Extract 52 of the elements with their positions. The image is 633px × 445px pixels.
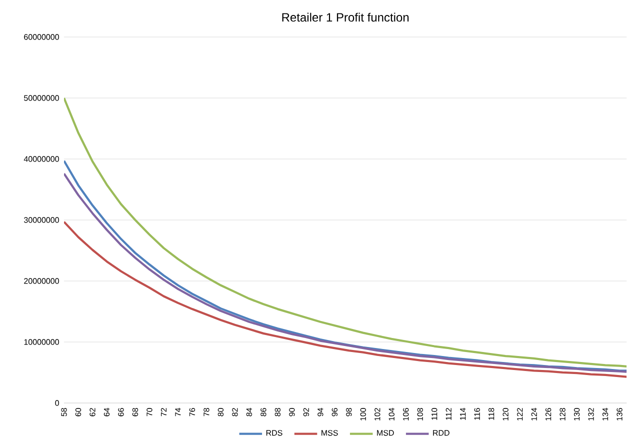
x-tick-label: 104	[388, 408, 394, 420]
x-tick-label: 62	[90, 408, 96, 416]
x-tick-label: 88	[274, 408, 281, 416]
x-tick-label: 128	[560, 408, 566, 420]
x-tick-label: 114	[460, 408, 466, 420]
y-tick-label: 60000000	[24, 34, 59, 40]
x-tick-label: 98	[346, 408, 352, 416]
y-tick-label: 20000000	[24, 278, 59, 284]
x-tick-label: 64	[104, 408, 110, 416]
x-tick-label: 90	[289, 408, 295, 416]
legend-label: RDS	[266, 430, 282, 436]
x-tick-label: 70	[146, 408, 152, 416]
x-tick-label: 74	[175, 408, 181, 416]
y-tick-label: 30000000	[24, 217, 59, 223]
x-tick-label: 120	[502, 408, 508, 420]
x-tick-label: 106	[403, 408, 409, 420]
chart-title: Retailer 1 Profit function	[282, 12, 409, 22]
x-tick-label: 108	[417, 408, 423, 420]
legend-label: RDD	[433, 430, 450, 436]
x-tick-label: 118	[488, 408, 494, 420]
x-tick-label: 134	[602, 408, 608, 420]
x-tick-label: 132	[588, 408, 594, 420]
x-tick-label: 116	[474, 408, 480, 420]
x-tick-label: 110	[432, 408, 438, 420]
x-tick-label: 58	[61, 408, 67, 416]
x-tick-label: 66	[118, 408, 124, 416]
legend-label: MSD	[377, 430, 394, 436]
x-tick-label: 96	[332, 408, 338, 416]
y-tick-label: 50000000	[24, 95, 59, 101]
y-tick-label: 0	[55, 400, 59, 406]
y-tick-label: 10000000	[24, 339, 59, 345]
x-tick-label: 136	[616, 408, 622, 420]
x-tick-label: 76	[189, 408, 196, 416]
x-tick-label: 80	[218, 408, 224, 416]
x-tick-label: 84	[246, 408, 252, 416]
x-tick-label: 130	[574, 408, 580, 420]
x-tick-label: 124	[531, 408, 537, 420]
legend-label: MSS	[322, 430, 338, 436]
x-tick-label: 82	[232, 408, 238, 416]
x-tick-label: 102	[374, 408, 380, 420]
x-tick-label: 92	[303, 408, 309, 416]
x-tick-label: 72	[160, 408, 167, 416]
x-tick-label: 68	[132, 408, 138, 416]
y-tick-label: 40000000	[24, 156, 59, 162]
x-tick-label: 86	[260, 408, 266, 416]
x-tick-label: 112	[446, 408, 452, 420]
x-tick-label: 78	[204, 408, 210, 416]
x-tick-label: 100	[360, 408, 366, 420]
x-tick-label: 122	[517, 408, 523, 420]
x-tick-label: 126	[545, 408, 552, 420]
x-tick-label: 60	[75, 408, 82, 416]
x-tick-label: 94	[318, 408, 324, 416]
